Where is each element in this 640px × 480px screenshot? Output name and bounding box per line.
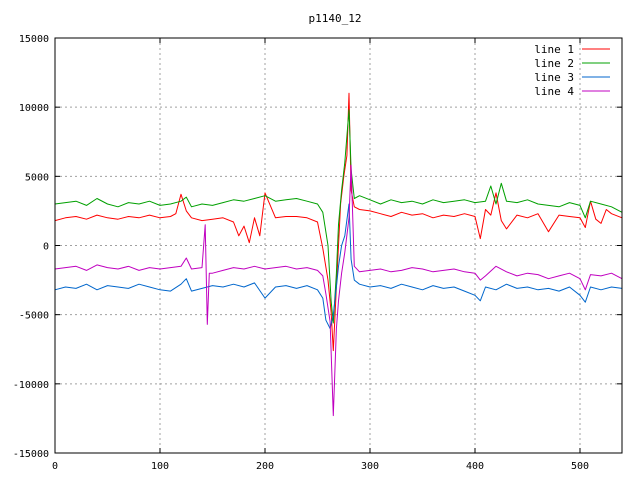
chart-title: p1140_12 (309, 12, 362, 25)
legend-label: line 1 (534, 43, 574, 56)
y-tick-label: -5000 (19, 311, 49, 322)
series-line-4 (54, 164, 623, 417)
legend-label: line 3 (534, 71, 574, 84)
y-tick-label: -10000 (13, 380, 49, 391)
series-group (54, 92, 623, 417)
x-tick-label: 300 (361, 461, 379, 472)
grid (55, 38, 622, 453)
series-line-2 (54, 109, 623, 324)
y-tick-label: 10000 (19, 103, 49, 114)
y-tick-label: 15000 (19, 34, 49, 45)
y-tick-label: -15000 (13, 449, 49, 460)
y-tick-label: 0 (43, 242, 49, 253)
legend-label: line 2 (534, 57, 574, 70)
axis-ticks: 0 100 200 300 400 500 -15000 -10000 -5000 0 5000 10… (13, 34, 622, 472)
x-tick-label: 100 (151, 461, 169, 472)
x-tick-label: 500 (571, 461, 589, 472)
y-tick-label: 5000 (25, 172, 49, 183)
x-tick-label: 400 (466, 461, 484, 472)
x-tick-label: 200 (256, 461, 274, 472)
series-line-3 (54, 203, 623, 329)
x-tick-label: 0 (52, 461, 58, 472)
legend-label: line 4 (534, 85, 574, 98)
